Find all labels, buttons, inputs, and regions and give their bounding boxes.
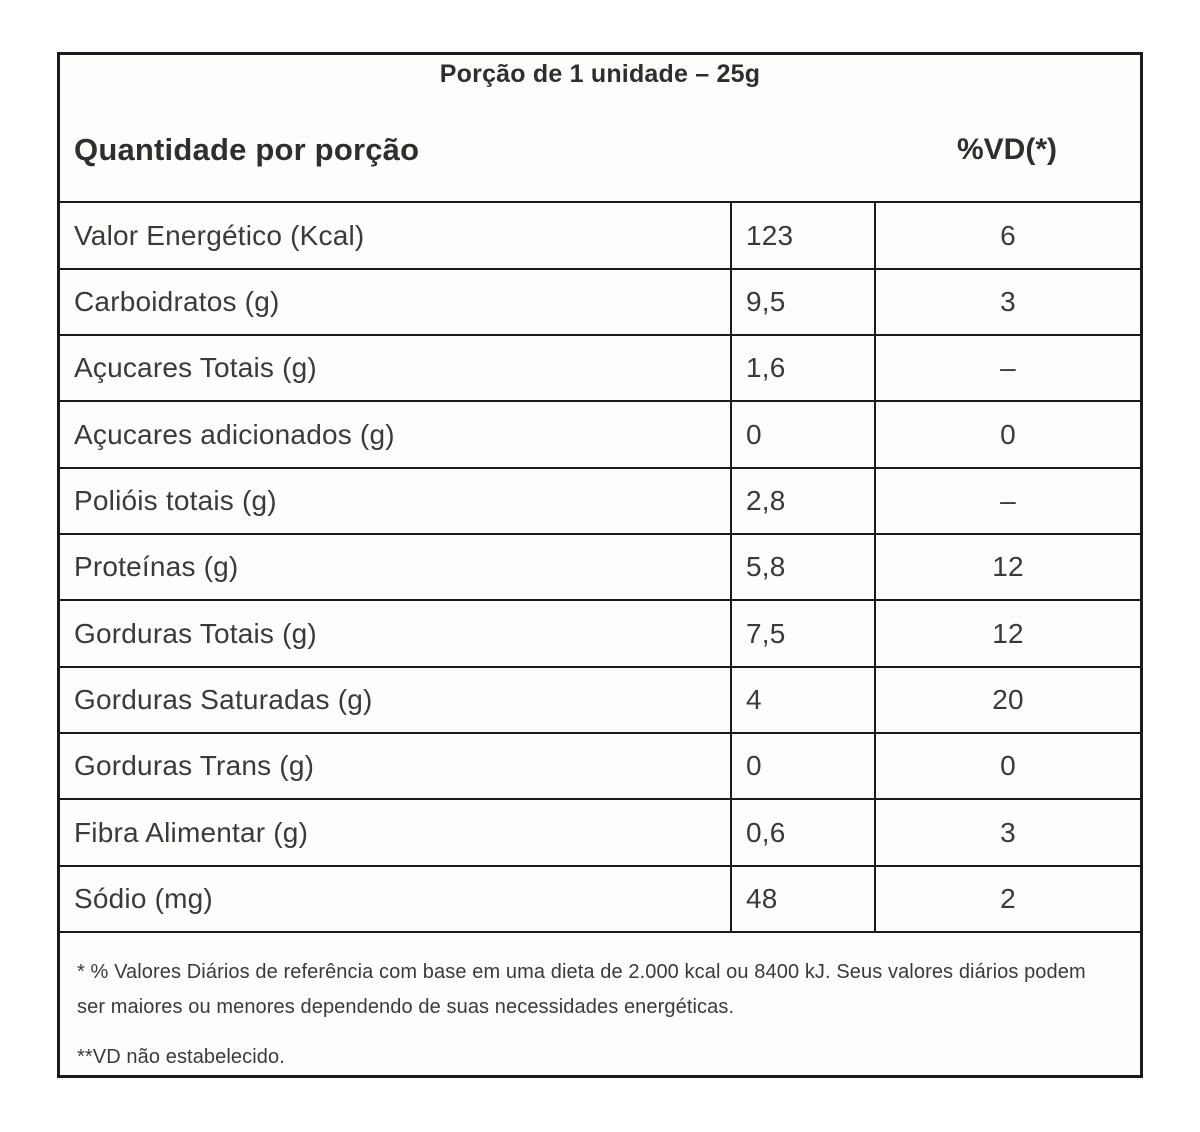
nutrient-amount: 0,6 (730, 800, 874, 865)
nutrient-name: Carboidratos (g) (74, 285, 280, 317)
nutrient-name: Valor Energético (Kcal) (74, 219, 365, 251)
footnotes-section: * % Valores Diários de referência com ba… (60, 931, 1140, 1075)
column-header-daily-value: %VD(*) (956, 133, 1057, 166)
nutrient-name: Polióis totais (g) (74, 484, 277, 516)
nutrient-row: Açucares Totais (g) 1,6 – (60, 334, 1140, 401)
nutrient-row: Sódio (mg) 48 2 (60, 864, 1140, 932)
nutrition-facts-table: Porção de 1 unidade – 25g Quantidade por… (57, 52, 1143, 1078)
nutrient-dv: – (874, 468, 1140, 534)
nutrient-amount: 5,8 (730, 535, 874, 600)
nutrient-name: Gorduras Saturadas (g) (74, 683, 373, 715)
nutrient-amount: 4 (730, 667, 874, 733)
nutrient-row: Polióis totais (g) 2,8 – (60, 466, 1140, 534)
nutrient-row: Carboidratos (g) 9,5 3 (60, 267, 1140, 335)
nutrient-name: Gorduras Totais (g) (74, 617, 317, 649)
nutrient-amount: 0 (730, 734, 874, 799)
nutrient-dv: 20 (874, 667, 1140, 733)
nutrient-name: Fibra Alimentar (g) (74, 816, 309, 848)
column-headers-row: Quantidade por porção %VD(*) (60, 129, 1140, 171)
nutrient-name: Sódio (mg) (74, 882, 213, 914)
serving-size-title: Porção de 1 unidade – 25g (439, 60, 761, 88)
nutrient-name: Açucares adicionados (g) (74, 418, 395, 450)
nutrient-dv: 0 (874, 402, 1140, 467)
nutrient-dv: – (874, 336, 1140, 401)
nutrient-amount: 48 (730, 866, 874, 932)
nutrient-amount: 9,5 (730, 269, 874, 335)
column-header-quantity: Quantidade por porção (74, 132, 420, 167)
nutrient-dv: 2 (874, 866, 1140, 932)
nutrient-dv: 0 (874, 734, 1140, 799)
footnote-vd-not-established: **VD não estabelecido. (77, 1046, 285, 1069)
nutrient-row: Gorduras Saturadas (g) 4 20 (60, 665, 1140, 733)
nutrient-dv: 3 (874, 800, 1140, 865)
nutrient-name: Açucares Totais (g) (74, 352, 317, 384)
nutrient-row: Proteínas (g) 5,8 12 (60, 533, 1140, 600)
nutrient-row: Gorduras Totais (g) 7,5 12 (60, 599, 1140, 666)
nutrient-amount: 2,8 (730, 468, 874, 534)
nutrient-row: Açucares adicionados (g) 0 0 (60, 400, 1140, 467)
nutrient-dv: 12 (874, 601, 1140, 666)
nutrient-dv: 12 (874, 535, 1140, 600)
nutrient-name: Proteínas (g) (74, 551, 239, 583)
nutrient-dv: 6 (874, 203, 1140, 268)
footnote-daily-values: * % Valores Diários de referência com ba… (77, 961, 1086, 1019)
nutrient-dv: 3 (874, 269, 1140, 335)
nutrient-amount: 123 (730, 203, 874, 268)
nutrient-row: Gorduras Trans (g) 0 0 (60, 732, 1140, 799)
nutrient-row: Fibra Alimentar (g) 0,6 3 (60, 798, 1140, 865)
nutrient-name: Gorduras Trans (g) (74, 750, 315, 782)
nutrient-amount: 0 (730, 402, 874, 467)
nutrient-amount: 1,6 (730, 336, 874, 401)
table-header-section: Porção de 1 unidade – 25g Quantidade por… (60, 55, 1140, 201)
nutrient-amount: 7,5 (730, 601, 874, 666)
nutrient-row: Valor Energético (Kcal) 123 6 (60, 201, 1140, 268)
